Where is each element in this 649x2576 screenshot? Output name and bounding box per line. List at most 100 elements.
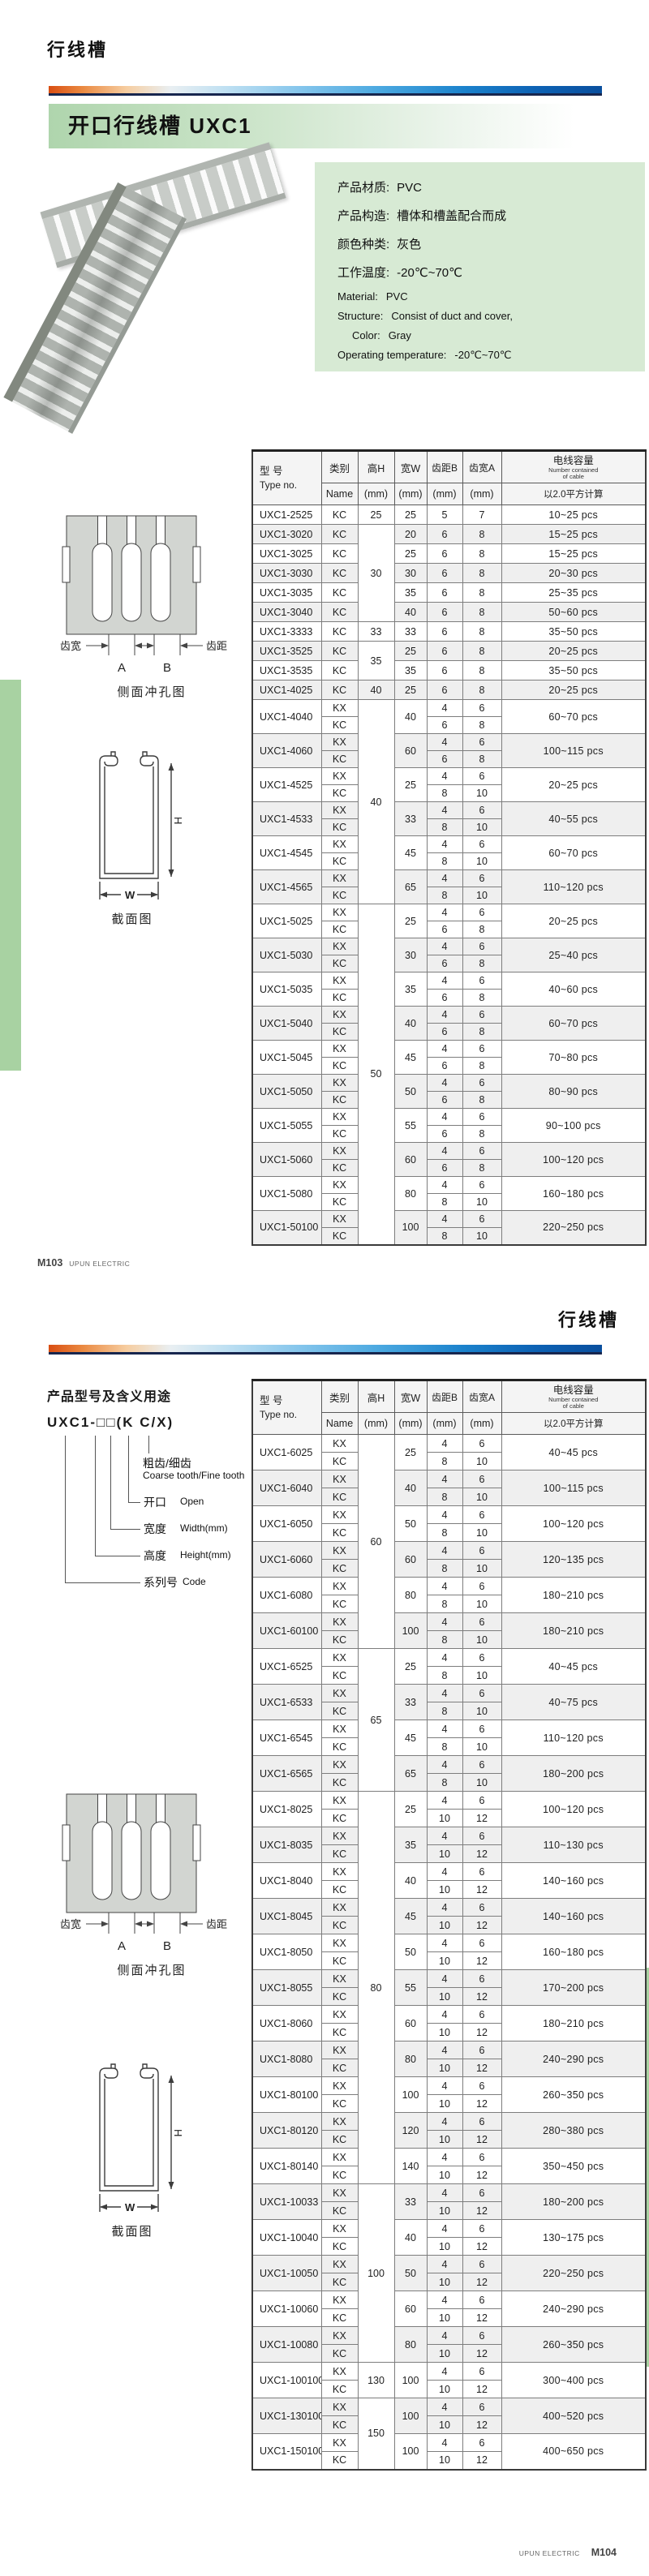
model-cell: UXC1-3020 [251,524,322,544]
table-subrow: KC 6 8 [252,750,646,768]
dim-w-label: W [125,2201,135,2213]
name-cell: KX [320,2076,359,2095]
table-row: UXC1-6050 KX 50 4 6 100~120 pcs [251,1505,647,1542]
name-cell: KX [320,1862,359,1881]
width-cell: 100 [393,2433,428,2470]
model-cell: UXC1-8035 [251,1827,322,1863]
info-line: 产品构造: 槽体和槽盖配合而成 [337,209,507,223]
width-cell: 30 [393,938,428,972]
green-margin-block [0,680,21,1071]
header-gradient-bar [49,1345,602,1355]
pitch-cell: 4 [426,2362,463,2381]
name-cell: KX [320,1108,359,1126]
tooth-cell: 10 [462,1559,502,1578]
name-cell: KX [320,1006,359,1024]
tooth-cell: 6 [462,801,502,819]
capacity-cell: 140~160 pcs [501,1862,647,1899]
pitch-cell: 8 [426,1523,463,1542]
width-cell: 25 [393,504,428,525]
table-subrow: KC 10 12 [252,1987,646,2006]
pitch-cell: 4 [426,1827,463,1845]
model-cell: UXC1-6060 [251,1541,322,1578]
model-cell: UXC1-3333 [251,621,322,642]
width-cell: 60 [393,733,428,768]
capacity-cell: 240~290 pcs [501,2041,647,2077]
name-cell: KC [320,1880,359,1899]
pitch-cell: 6 [426,989,463,1007]
name-cell: KX [320,1684,359,1702]
width-cell: 100 [393,1210,428,1245]
tooth-cell: 10 [462,784,502,802]
name-cell: KX [320,1648,359,1667]
table-row: UXC1-3030 KC 30 6 8 20~30 pcs [251,563,647,583]
model-cell: UXC1-5025 [251,904,322,938]
table-row: UXC1-5050 KX 50 4 6 80~90 pcs [251,1074,647,1109]
model-cell: UXC1-3030 [251,563,322,583]
section-drawing: H W [99,2063,184,2213]
section-drawing: H W [99,751,184,901]
width-cell: 55 [393,1969,428,2006]
name-cell: KC [320,1702,359,1720]
tooth-cell: 8 [462,543,502,564]
pitch-cell: 10 [426,2415,463,2434]
pitch-cell: 8 [426,1773,463,1792]
width-cell: 45 [393,1719,428,1756]
table-row: UXC1-3040 KC 40 6 8 50~60 pcs [251,602,647,622]
name-cell: KC [320,2059,359,2077]
tooth-cell: 10 [462,1630,502,1649]
model-cell: UXC1-80120 [251,2112,322,2149]
col-capacity-note: 以2.0平方计算 [501,1412,647,1435]
name-cell: KX [320,1898,359,1917]
tooth-profile-drawing: 齿宽 齿距 A B [60,515,227,675]
capacity-cell: 160~180 pcs [501,1934,647,1970]
pitch-cell: 4 [426,2183,463,2202]
tooth-cell: 6 [462,2148,502,2166]
model-cell: UXC1-8025 [251,1791,322,1827]
pitch-cell: 8 [426,784,463,802]
width-cell: 35 [393,1827,428,1863]
table-row: UXC1-5080 KX 80 4 6 160~180 pcs [251,1176,647,1211]
capacity-cell: 160~180 pcs [501,1176,647,1211]
capacity-cell: 100~115 pcs [501,1470,647,1506]
table-subrow: KC 6 8 [252,1057,646,1075]
tooth-cell: 10 [462,1227,502,1245]
table-subrow: KC 8 10 [252,1737,646,1756]
capacity-cell: 100~120 pcs [501,1505,647,1542]
name-cell: KC [320,2166,359,2184]
height-cell: 35 [357,641,395,680]
pitch-cell: 6 [426,582,463,603]
model-cell: UXC1-8055 [251,1969,322,2006]
capacity-cell: 180~210 pcs [501,2005,647,2041]
capacity-cell: 350~450 pcs [501,2148,647,2184]
name-cell: KX [320,2148,359,2166]
table-subrow: KC 6 8 [252,1023,646,1041]
connector-width [110,1436,140,1530]
capacity-cell: 40~60 pcs [501,972,647,1007]
model-cell: UXC1-3035 [251,582,322,603]
info-line: Material: PVC [337,290,408,303]
width-cell: 100 [393,1612,428,1649]
pitch-cell: 10 [426,1844,463,1863]
model-cell: UXC1-8080 [251,2041,322,2077]
name-cell: KX [320,733,359,751]
table-row: UXC1-6525 KX 65 25 4 6 40~45 pcs [251,1648,647,1792]
col-pitch-b: 齿距B [426,1380,463,1413]
model-cell: UXC1-5055 [251,1108,322,1143]
table-subrow: KC 8 10 [252,1559,646,1578]
capacity-cell: 120~135 pcs [501,1541,647,1578]
name-cell: KC [320,1488,359,1506]
width-cell: 45 [393,1040,428,1075]
col-width-unit: (mm) [393,483,428,505]
table-row: UXC1-5060 KX 60 4 6 100~120 pcs [251,1142,647,1177]
name-cell: KC [320,1091,359,1109]
col-tooth-a: 齿宽A [462,450,502,483]
tooth-width-label: 齿宽 [60,1918,81,1930]
pitch-cell: 4 [426,1006,463,1024]
table-row: UXC1-8045 KX 45 4 6 140~160 pcs [251,1898,647,1934]
pitch-cell: 10 [426,2130,463,2149]
model-cell: UXC1-8050 [251,1934,322,1970]
tooth-cell: 12 [462,2023,502,2041]
tooth-cell: 6 [462,1791,502,1810]
width-cell: 40 [393,1470,428,1506]
tooth-cell: 6 [462,1006,502,1024]
